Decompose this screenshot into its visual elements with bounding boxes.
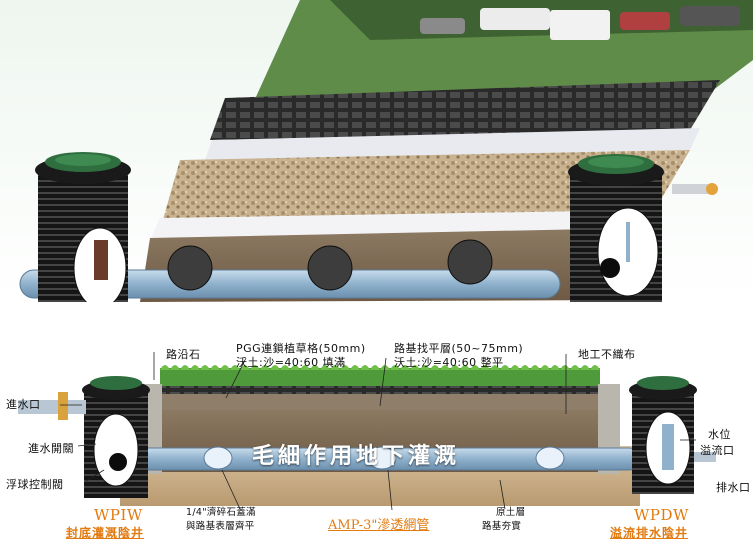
label-subgrade-line1: 原土層 [496,507,526,518]
label-gravel-line1: 1/4"濟碎石蓋滿 [186,507,256,518]
wpiw-name: 封底灌溉陰井 [66,526,145,540]
main-title: 毛細作用地下灌溉 [252,444,461,469]
label-inlet-valve: 進水開關 [28,442,74,455]
label-curb: 路沿石 [166,348,201,361]
label-leveling-line2: 沃土:沙=40:60 整平 [394,356,504,369]
label-outlet: 排水口 [716,481,751,494]
wpiw-code: WPIW [94,506,143,524]
wpdw-name: 溢流排水陰井 [610,526,689,540]
label-geotextile: 地工不織布 [578,348,636,361]
label-water-level-line2: 溢流口 [700,444,735,457]
label-inlet: 進水口 [6,398,41,411]
label-subgrade-line2: 路基夯實 [482,521,522,532]
label-pgg-line1: PGG連鎖植草格(50mm) [236,342,366,355]
label-water-level-line1: 水位 [708,428,731,441]
wpdw-code: WPDW [634,506,689,524]
label-pipe: AMP-3"滲透網管 [328,518,430,533]
label-pgg-line2: 沃土:沙=40:60 填滿 [236,356,346,369]
label-float-valve: 浮球控制閥 [6,478,64,491]
label-leveling-line1: 路基找平層(50~75mm) [394,342,524,355]
label-gravel-line2: 與路基表層齊平 [186,521,255,532]
